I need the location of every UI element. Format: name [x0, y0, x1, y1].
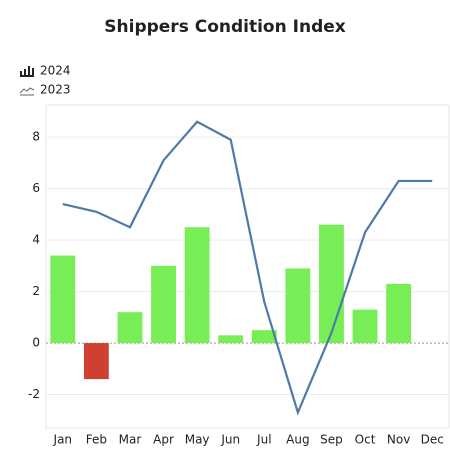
- y-tick-label: 0: [32, 336, 40, 350]
- bar: [386, 283, 412, 344]
- plot-area: [45, 104, 450, 429]
- y-tick-label: -2: [28, 387, 40, 401]
- legend-label: 2023: [40, 83, 71, 97]
- bar: [251, 330, 277, 344]
- line: [62, 120, 433, 416]
- x-tick-label: May: [185, 433, 210, 447]
- x-tick-label: Jun: [220, 433, 240, 447]
- bar: [218, 335, 244, 344]
- x-tick-label: Mar: [119, 433, 142, 447]
- bar: [117, 312, 143, 344]
- x-tick-label: Nov: [387, 433, 410, 447]
- x-tick-label: Dec: [421, 433, 444, 447]
- legend-label: 2024: [40, 64, 71, 78]
- y-tick-label: 4: [32, 233, 40, 247]
- x-tick-label: Apr: [153, 433, 174, 447]
- legend-icon: [20, 66, 34, 77]
- bar: [352, 309, 378, 344]
- y-tick-label: 8: [32, 130, 40, 144]
- bar: [50, 255, 76, 344]
- y-tick-label: 6: [32, 181, 40, 195]
- bar: [285, 268, 311, 344]
- x-tick-label: Oct: [355, 433, 376, 447]
- bar: [151, 265, 176, 344]
- bar: [184, 227, 210, 344]
- legend-icon: [19, 87, 35, 96]
- bar: [319, 224, 344, 344]
- bar: [83, 343, 109, 380]
- x-tick-label: Feb: [86, 433, 107, 447]
- x-tick-label: Jan: [53, 433, 73, 447]
- x-tick-label: Sep: [320, 433, 343, 447]
- x-tick-label: Aug: [286, 433, 309, 447]
- y-tick-label: 2: [32, 284, 40, 298]
- chart-title: Shippers Condition Index: [104, 17, 345, 37]
- x-tick-label: Jul: [256, 433, 271, 447]
